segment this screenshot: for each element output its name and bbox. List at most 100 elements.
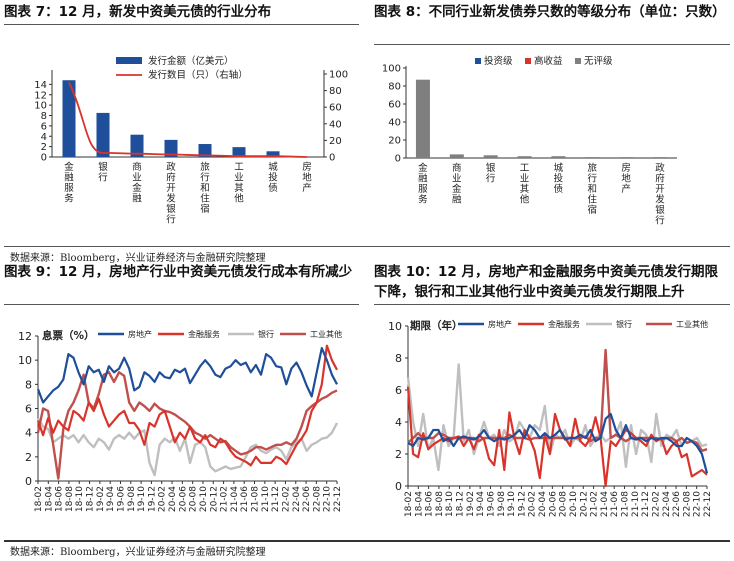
x-tick-label: 22-12 bbox=[333, 486, 343, 512]
x-tick-label: 22-06 bbox=[672, 491, 682, 517]
x-tick-label: 22-08 bbox=[312, 486, 322, 512]
bar bbox=[164, 139, 178, 157]
x-tick-label: 21-06 bbox=[610, 491, 620, 517]
x-tick-label: 21-04 bbox=[230, 486, 240, 512]
y-tick-label: 40 bbox=[388, 118, 401, 129]
x-tick-label: 19-12 bbox=[517, 491, 527, 517]
x-tick-label: 银行 bbox=[98, 161, 108, 184]
series-line bbox=[36, 344, 338, 467]
x-tick-label: 18-06 bbox=[55, 486, 65, 512]
bar-unrated bbox=[483, 155, 498, 158]
legend-label: 房地产 bbox=[128, 329, 152, 339]
y-tick-label: 4 bbox=[41, 132, 47, 143]
legend-label: 投资级 bbox=[484, 55, 513, 67]
bar-unrated bbox=[551, 156, 566, 158]
y-tick-label: 2 bbox=[41, 142, 47, 153]
x-tick-label: 20-10 bbox=[199, 486, 209, 512]
x-tick-label: 18-10 bbox=[75, 486, 85, 512]
x-tick-label: 工业其他 bbox=[234, 162, 244, 205]
fig10-title-rule bbox=[374, 304, 730, 305]
y-tick-label: 0 bbox=[395, 154, 401, 165]
x-tick-label: 22-12 bbox=[703, 491, 713, 517]
series-line-count bbox=[68, 81, 308, 158]
y-tick-label: 0 bbox=[41, 153, 47, 164]
y-tick-label: 6 bbox=[25, 403, 32, 416]
series-line bbox=[406, 386, 708, 488]
y-tick-label: 8 bbox=[25, 378, 32, 391]
series-line bbox=[36, 371, 338, 480]
y-tick-label: 8 bbox=[395, 352, 402, 365]
y-tick-label: 60 bbox=[388, 100, 401, 111]
legend-swatch-amount bbox=[116, 57, 142, 64]
y-tick-label: 6 bbox=[395, 384, 402, 397]
x-tick-label: 20-02 bbox=[528, 491, 538, 517]
x-tick-label: 银行 bbox=[486, 162, 496, 185]
x-tick-label: 20-12 bbox=[209, 486, 219, 512]
y-axis-title: 期限（年） bbox=[410, 319, 463, 332]
fig10-chart: 0 2 4 6 8 10 期限（年） 18-02 18-04 18-06 18-08 18-10 18-… bbox=[388, 319, 713, 517]
x-tick-label: 房地产 bbox=[621, 162, 631, 195]
x-tick-label: 21-06 bbox=[240, 486, 250, 512]
y2-tick-label: 60 bbox=[329, 103, 342, 114]
series-line bbox=[36, 346, 338, 404]
fig8-title: 图表 8：不同行业新发债券只数的等级分布（单位：只数） bbox=[374, 4, 726, 20]
legend-label: 房地产 bbox=[488, 319, 512, 329]
y-tick-label: 100 bbox=[382, 64, 401, 75]
fig7-chart: 02468101214020406080100金融服务银行商业金融政府开发银行旅… bbox=[34, 55, 348, 226]
y-tick-label: 12 bbox=[34, 90, 47, 101]
x-tick-label: 20-10 bbox=[569, 491, 579, 517]
legend-label: 银行 bbox=[616, 319, 632, 329]
legend-label-count: 发行数目（只）（右轴） bbox=[148, 69, 248, 81]
x-tick-label: 金融服务 bbox=[64, 161, 74, 205]
x-tick-label: 19-08 bbox=[497, 491, 507, 517]
x-tick-label: 20-06 bbox=[548, 491, 558, 517]
x-tick-label: 22-10 bbox=[323, 486, 333, 512]
x-tick-label: 18-12 bbox=[456, 491, 466, 517]
x-tick-label: 18-04 bbox=[44, 486, 54, 512]
x-tick-label: 21-12 bbox=[641, 491, 651, 517]
legend-label: 金融服务 bbox=[188, 329, 220, 339]
legend-label: 高收益 bbox=[534, 55, 563, 67]
x-tick-label: 20-04 bbox=[168, 486, 178, 512]
x-tick-label: 房地产 bbox=[302, 161, 312, 194]
fig7-title-rule bbox=[4, 24, 359, 25]
x-tick-label: 工业其他 bbox=[520, 163, 530, 206]
x-tick-label: 21-10 bbox=[631, 491, 641, 517]
legend-label: 无评级 bbox=[584, 55, 613, 67]
x-tick-label: 22-02 bbox=[651, 491, 661, 517]
bar-unrated bbox=[415, 79, 430, 158]
y-tick-label: 8 bbox=[41, 111, 47, 122]
y-tick-label: 10 bbox=[34, 101, 47, 112]
x-tick-label: 18-08 bbox=[65, 486, 75, 512]
y-tick-label: 6 bbox=[41, 121, 47, 132]
bar-unrated bbox=[585, 157, 600, 158]
y-tick-label: 4 bbox=[395, 416, 402, 429]
x-tick-label: 20-12 bbox=[579, 491, 589, 517]
x-tick-label: 18-02 bbox=[404, 491, 414, 517]
x-tick-label: 政府开发银行 bbox=[166, 161, 176, 226]
x-tick-label: 18-04 bbox=[414, 491, 424, 517]
x-tick-label: 19-10 bbox=[137, 486, 147, 512]
x-tick-label: 21-10 bbox=[261, 486, 271, 512]
legend-label: 银行 bbox=[258, 329, 274, 339]
bar-unrated bbox=[653, 157, 668, 158]
y-tick-label: 0 bbox=[395, 480, 402, 493]
legend-label: 工业其他 bbox=[676, 319, 708, 329]
x-tick-label: 20-04 bbox=[538, 491, 548, 517]
bar bbox=[62, 80, 76, 157]
series-line bbox=[36, 417, 339, 477]
x-tick-label: 商业金融 bbox=[132, 161, 142, 205]
fig9-title-rule bbox=[4, 304, 359, 305]
x-tick-label: 城投债 bbox=[268, 162, 278, 194]
x-tick-label: 20-08 bbox=[559, 491, 569, 517]
bottom-source-text: 数据来源：Bloomberg，兴业证券经济与金融研究院整理 bbox=[10, 547, 266, 558]
fig8-chart: 0 20 40 60 80 100 金融服务 商业金融 银行 工业其他 城投债 旅行和住宿 房地产 政府开… bbox=[382, 55, 677, 227]
x-tick-label: 20-06 bbox=[178, 486, 188, 512]
x-tick-label: 18-10 bbox=[445, 491, 455, 517]
y-tick-label: 20 bbox=[388, 136, 401, 147]
x-tick-label: 21-02 bbox=[220, 486, 230, 512]
x-tick-label: 21-12 bbox=[271, 486, 281, 512]
y-axis-title: 息票（%） bbox=[42, 329, 95, 342]
x-tick-label: 商业金融 bbox=[452, 162, 462, 206]
x-tick-label: 22-06 bbox=[302, 486, 312, 512]
